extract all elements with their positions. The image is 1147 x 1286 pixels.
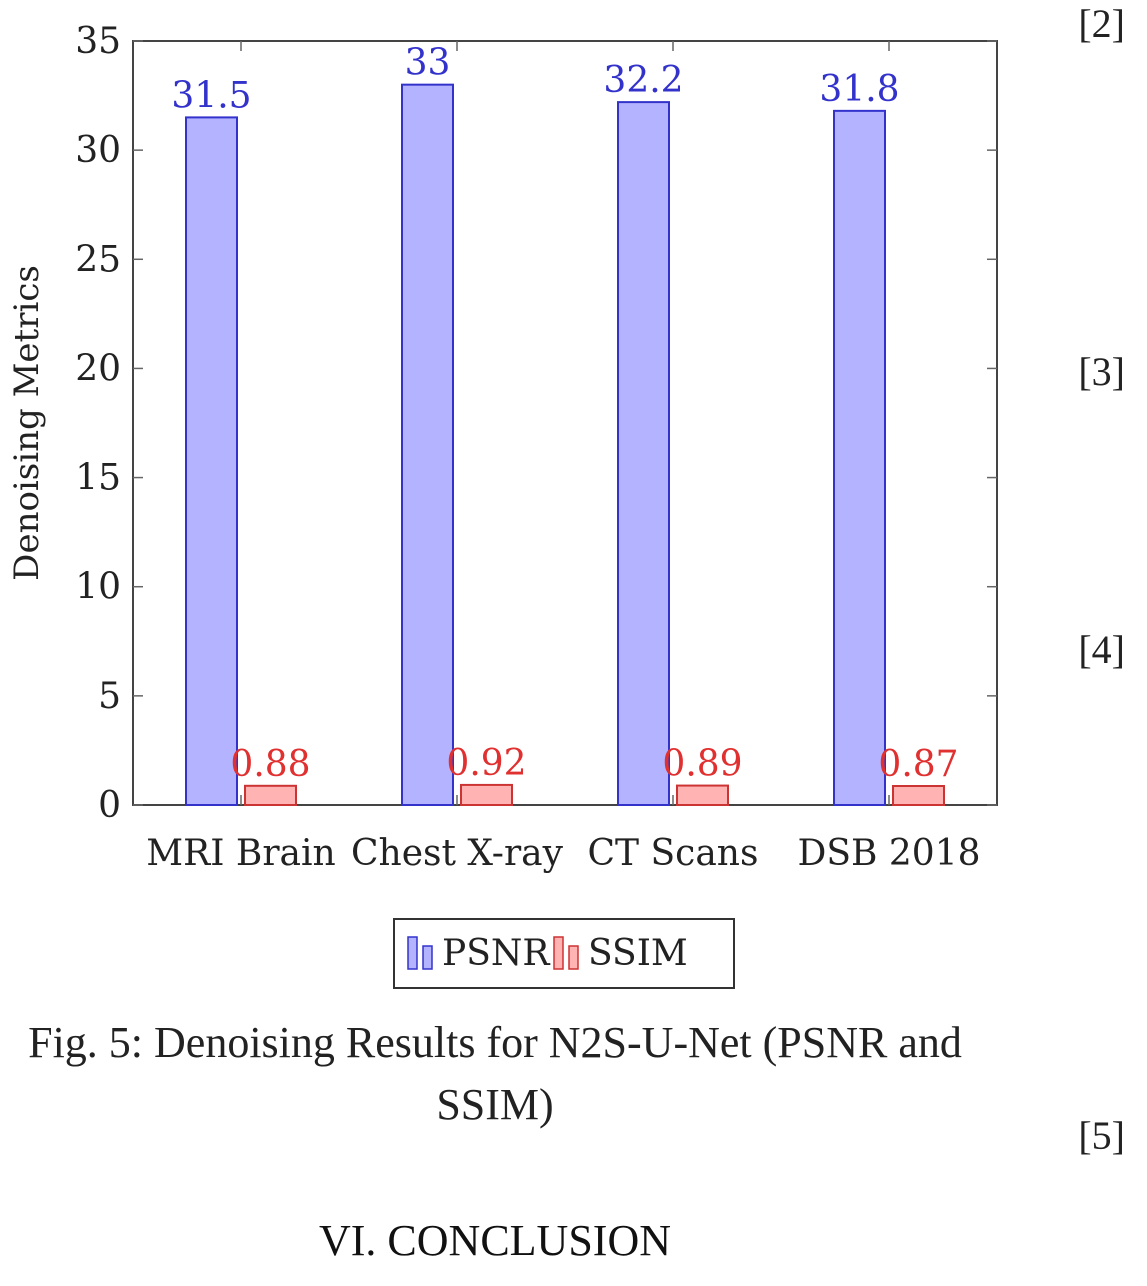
psnr-legend-label: PSNR — [442, 933, 550, 974]
ssim-bar — [244, 784, 297, 806]
plot-frame — [132, 40, 998, 806]
section-heading: VI. CONCLUSION — [319, 1216, 671, 1265]
caption-line-2: SSIM) — [436, 1080, 554, 1129]
psnr-legend-swatch — [422, 945, 433, 970]
ssim-data-label: 0.87 — [878, 744, 958, 785]
psnr-data-label: 33 — [405, 43, 451, 84]
ssim-bar — [892, 785, 945, 807]
y-axis-ticks: 0 5 10 15 20 25 30 35 — [75, 21, 997, 826]
psnr-data-label: 31.5 — [171, 75, 251, 116]
y-tick-label: 30 — [75, 130, 121, 171]
y-tick-label: 20 — [75, 348, 121, 389]
caption-line-1: Fig. 5: Denoising Results for N2S-U-Net … — [28, 1018, 962, 1067]
psnr-data-label: 32.2 — [603, 60, 683, 101]
ssim-data-label: 0.92 — [446, 743, 526, 784]
legend: PSNR SSIM — [393, 918, 735, 989]
psnr-bar — [401, 83, 454, 806]
ssim-legend-swatch — [553, 936, 564, 970]
x-category-label: CT Scans — [588, 833, 759, 874]
y-tick-label: 5 — [98, 676, 121, 717]
ssim-legend-swatch — [568, 945, 579, 970]
psnr-bar — [833, 109, 886, 806]
figure-caption: Fig. 5: Denoising Results for N2S-U-Net … — [0, 1012, 990, 1136]
legend-box — [393, 918, 735, 989]
x-category-label: MRI Brain — [146, 833, 335, 874]
psnr-data-label: 31.8 — [819, 69, 899, 110]
reference-marker-5: [5] — [1078, 1113, 1125, 1158]
plot-area — [132, 40, 998, 806]
ssim-data-label: 0.88 — [230, 744, 310, 785]
y-tick-label: 25 — [75, 239, 121, 280]
y-tick-label: 35 — [75, 21, 121, 62]
y-tick-label: 15 — [75, 458, 121, 499]
x-category-label: Chest X-ray — [351, 833, 564, 874]
reference-marker-4: [4] — [1078, 627, 1125, 672]
x-axis-labels: MRI Brain Chest X-ray CT Scans DSB 2018 — [146, 41, 981, 874]
reference-marker-2: [2] — [1078, 1, 1125, 46]
psnr-bar — [185, 116, 238, 806]
y-tick-label: 10 — [75, 567, 121, 608]
ssim-bar — [676, 784, 729, 806]
x-category-label: DSB 2018 — [797, 833, 980, 874]
bars-group: 31.5 0.88 33 0.92 32.2 0.89 31.8 0.87 — [171, 43, 959, 807]
ssim-bar — [460, 783, 513, 807]
psnr-legend-swatch — [407, 936, 418, 970]
ssim-legend-label: SSIM — [588, 933, 688, 974]
psnr-bar — [617, 101, 670, 807]
ssim-data-label: 0.89 — [662, 744, 742, 785]
reference-marker-3: [3] — [1078, 349, 1125, 394]
y-axis-title: Denoising Metrics — [7, 265, 47, 581]
y-tick-label: 0 — [98, 785, 121, 826]
